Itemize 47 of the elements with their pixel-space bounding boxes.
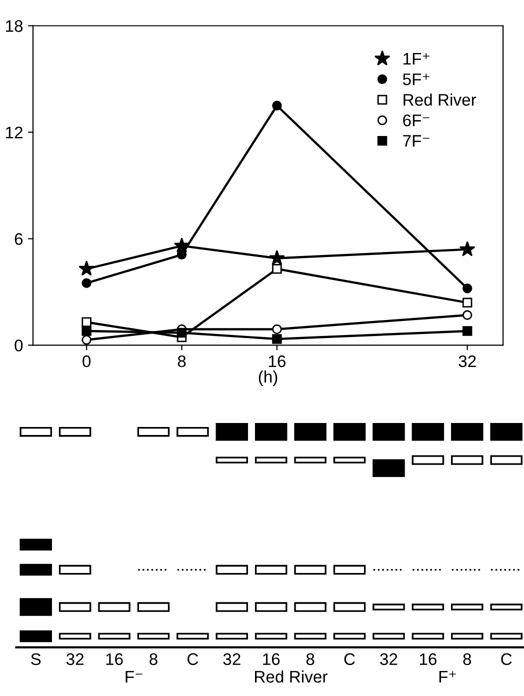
category-label: C: [188, 653, 198, 666]
x-tick-label: 0: [82, 355, 91, 368]
point: [176, 328, 187, 338]
category-label: 32: [223, 653, 240, 666]
point: [272, 334, 282, 344]
legend-label: 1F⁺: [404, 53, 430, 64]
x-tick-label: 32: [458, 355, 476, 368]
category-label: 8: [463, 653, 472, 666]
category-label: C: [501, 653, 512, 666]
y-tick-label: 6: [14, 233, 23, 245]
category-label: 32: [66, 653, 84, 666]
point: [272, 264, 282, 274]
point: [272, 100, 282, 110]
point: [82, 278, 92, 288]
category-label: 16: [263, 653, 280, 666]
text: F⁺: [439, 671, 456, 682]
category-label: 8: [306, 653, 314, 666]
x-tick-label: 8: [178, 355, 186, 368]
point: [78, 260, 95, 276]
x-axis-title: (h): [258, 370, 278, 386]
legend-label: 6F⁻: [403, 114, 430, 126]
category-label: 16: [420, 653, 436, 666]
point: [462, 298, 472, 308]
x-tick-label: 16: [268, 355, 286, 368]
category-label: 8: [150, 653, 158, 666]
legend-label: Red River: [404, 93, 476, 106]
point: [268, 250, 285, 266]
point: [459, 241, 476, 256]
category-label: 32: [380, 653, 398, 666]
point: [82, 326, 92, 336]
category-label: S: [31, 653, 41, 666]
category-label: 16: [106, 653, 123, 666]
y-tick-label: 18: [6, 20, 23, 32]
y-tick-label: 0: [14, 340, 23, 352]
point: [462, 284, 472, 294]
text: Red River: [255, 670, 328, 683]
category-label: C: [344, 653, 355, 666]
legend-label: 7F⁻: [403, 135, 430, 147]
point: [272, 324, 282, 334]
text: F⁻: [126, 671, 142, 682]
legend-label: 5F⁺: [402, 74, 430, 86]
point: [462, 326, 472, 336]
point: [82, 317, 92, 328]
point: [176, 250, 187, 260]
point: [462, 310, 472, 320]
y-tick-label: 12: [6, 126, 22, 138]
point: [82, 335, 92, 345]
